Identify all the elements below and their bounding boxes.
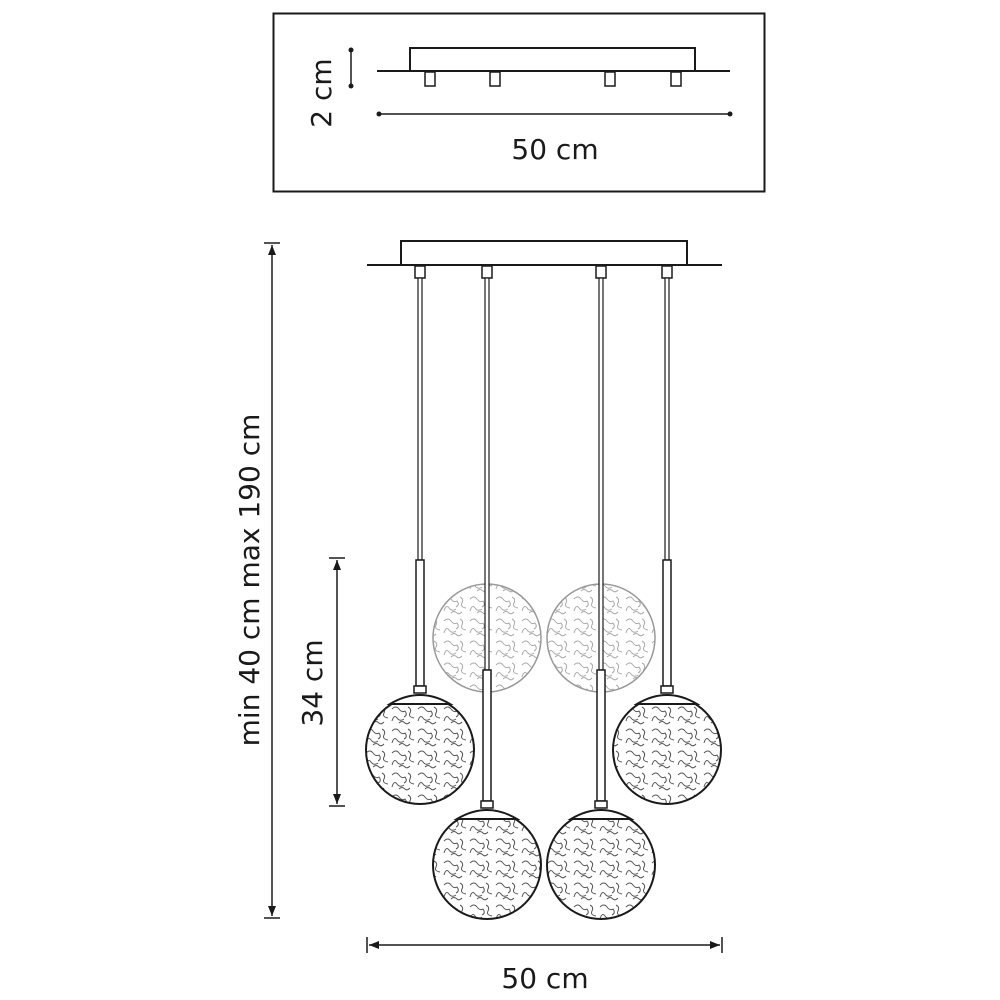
shade-holder bbox=[660, 685, 674, 694]
shade-cap bbox=[453, 809, 521, 820]
drop-dimension: 34 cm bbox=[296, 557, 345, 807]
top-width-label: 50 cm bbox=[511, 133, 598, 166]
cord-length-dimension: min 40 cm max 190 cm bbox=[233, 242, 280, 919]
canopy-side bbox=[409, 47, 696, 72]
pendant bbox=[365, 265, 475, 805]
width-dimension-top: 50 cm bbox=[376, 111, 733, 166]
cord bbox=[484, 277, 490, 671]
rod-tube bbox=[596, 669, 606, 802]
ghost-shades bbox=[432, 583, 656, 693]
top-view-panel: 2 cm 50 cm bbox=[272, 12, 766, 193]
glass-shade bbox=[432, 810, 542, 920]
cord-connector bbox=[595, 265, 607, 279]
rod-tube bbox=[662, 559, 672, 687]
width-dimension-main: 50 cm bbox=[366, 937, 723, 995]
shade-cap bbox=[386, 694, 454, 705]
cord bbox=[598, 277, 604, 671]
cord-length-label: min 40 cm max 190 cm bbox=[233, 414, 266, 747]
shade-holder bbox=[413, 685, 427, 694]
height-label: 2 cm bbox=[305, 58, 338, 127]
cord-connector bbox=[661, 265, 673, 279]
shade-cap bbox=[567, 809, 635, 820]
glass-shade bbox=[365, 695, 475, 805]
cord-connector bbox=[414, 265, 426, 279]
cord-connector bbox=[481, 265, 493, 279]
cord bbox=[664, 277, 670, 561]
shade-cap bbox=[633, 694, 701, 705]
top-view-frame bbox=[272, 12, 766, 193]
pendant bbox=[432, 265, 542, 920]
canopy-feet bbox=[424, 71, 682, 87]
glass-shade bbox=[612, 695, 722, 805]
pendant bbox=[546, 265, 656, 920]
main-width-label: 50 cm bbox=[501, 962, 588, 995]
glass-shade bbox=[546, 810, 656, 920]
pendant bbox=[612, 265, 722, 805]
shade-holder bbox=[480, 800, 494, 809]
main-view: min 40 cm max 190 cm 34 cm 50 cm bbox=[233, 240, 723, 995]
canopy bbox=[400, 240, 688, 266]
rod-tube bbox=[482, 669, 492, 802]
cord bbox=[417, 277, 423, 561]
rod-tube bbox=[415, 559, 425, 687]
height-dimension: 2 cm bbox=[305, 47, 354, 128]
shade-holder bbox=[594, 800, 608, 809]
drop-label: 34 cm bbox=[296, 639, 329, 726]
